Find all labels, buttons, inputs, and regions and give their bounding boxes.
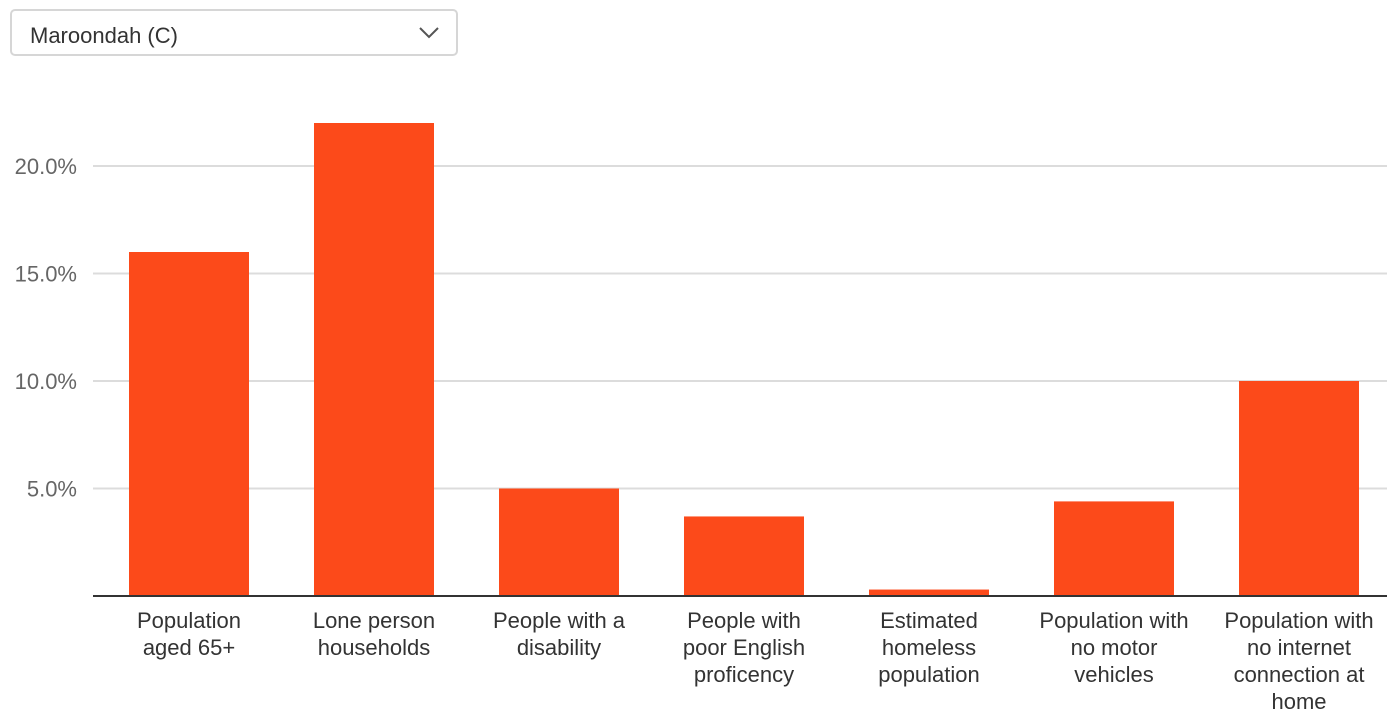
x-category-label-line: disability (517, 635, 601, 660)
x-category-label-line: Estimated (880, 608, 978, 633)
x-category-label-line: homeless (882, 635, 976, 660)
x-category-label-line: vehicles (1074, 662, 1153, 687)
x-category-label-line: households (318, 635, 431, 660)
x-category-label: Lone person households (313, 608, 435, 660)
x-category-label-line: connection at (1234, 662, 1365, 687)
y-tick-label: 15.0% (15, 262, 77, 287)
bar[interactable] (869, 589, 989, 596)
x-category-label-line: Population with (1039, 608, 1188, 633)
x-category-label-line: Population (137, 608, 241, 633)
x-axis-labels: Population aged 65+ Lone person households P… (137, 608, 1374, 713)
x-category-label: Population aged 65+ (137, 608, 241, 660)
x-category-label-line: People with a (493, 608, 626, 633)
gridlines (93, 165, 1387, 490)
bar[interactable] (684, 516, 804, 596)
x-category-label-line: no motor (1071, 635, 1158, 660)
x-category-label-line: Lone person (313, 608, 435, 633)
y-axis-ticks: 5.0% 10.0% 15.0% 20.0% (15, 154, 77, 502)
y-tick-label: 5.0% (27, 477, 77, 502)
x-category-label-line: poor English (683, 635, 805, 660)
bar[interactable] (314, 123, 434, 596)
chevron-down-icon (419, 27, 439, 39)
bars (129, 123, 1359, 596)
x-category-label-line: home (1271, 689, 1326, 713)
x-category-label-line: no internet (1247, 635, 1351, 660)
x-category-label: People with a disability (493, 608, 626, 660)
bar[interactable] (1054, 501, 1174, 596)
x-category-label: Population with no motor vehicles (1039, 608, 1188, 687)
x-category-label-line: aged 65+ (143, 635, 235, 660)
x-category-label-line: People with (687, 608, 801, 633)
y-tick-label: 20.0% (15, 154, 77, 179)
bar[interactable] (1239, 381, 1359, 596)
x-category-label-line: Population with (1224, 608, 1373, 633)
x-category-label: People with poor English proficency (683, 608, 805, 687)
region-select-value: Maroondah (C) (30, 23, 178, 48)
y-tick-label: 10.0% (15, 369, 77, 394)
bar[interactable] (499, 488, 619, 597)
bar[interactable] (129, 252, 249, 596)
x-category-label-line: population (878, 662, 980, 687)
x-category-label: Population with no internet connection at h… (1224, 608, 1373, 713)
region-select[interactable]: Maroondah (C) (10, 9, 458, 56)
x-category-label-line: proficency (694, 662, 794, 687)
x-category-label: Estimated homeless population (878, 608, 980, 687)
